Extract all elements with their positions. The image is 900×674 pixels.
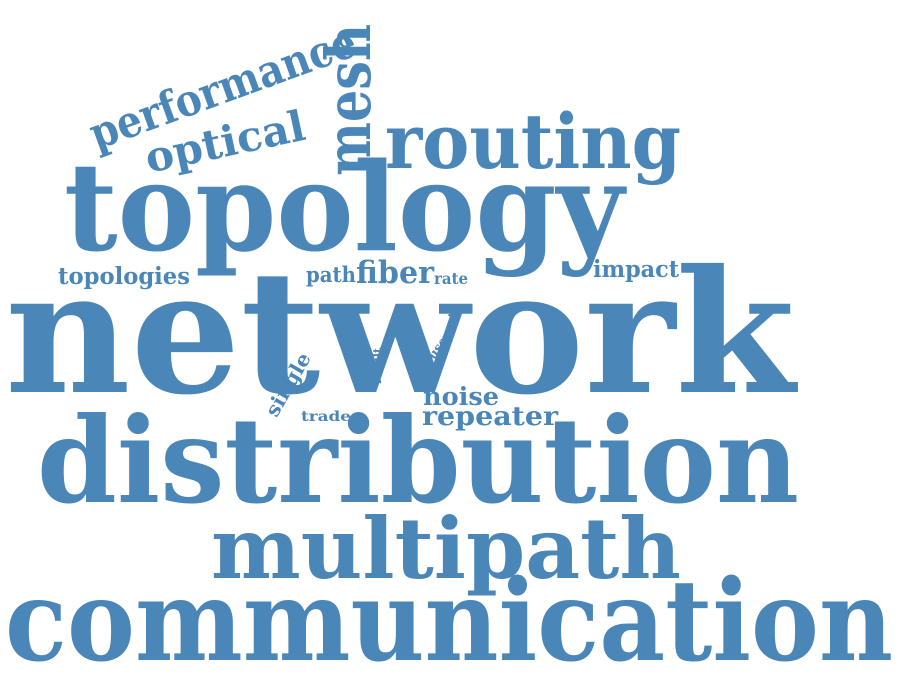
word-result: result: [371, 347, 384, 384]
word-multipath: multipath: [211, 499, 681, 598]
word-cost: cost: [439, 311, 461, 344]
word-distribution: distribution: [37, 391, 799, 530]
word-path: path: [306, 262, 356, 287]
word-repeater: repeater: [422, 402, 558, 432]
word-communication: communication: [5, 556, 893, 674]
word-network: network: [5, 233, 798, 433]
word-topology: topology: [64, 135, 627, 279]
word-noise: noise: [423, 382, 499, 411]
word-fiber: fiber: [356, 255, 435, 291]
word-topologies: topologies: [58, 263, 190, 290]
word-routing: routing: [385, 97, 681, 186]
word-rate: rate: [434, 269, 468, 288]
word-impact: impact: [593, 256, 679, 283]
word-mesh: mesh: [312, 24, 385, 176]
word-trade: trade: [301, 409, 351, 425]
